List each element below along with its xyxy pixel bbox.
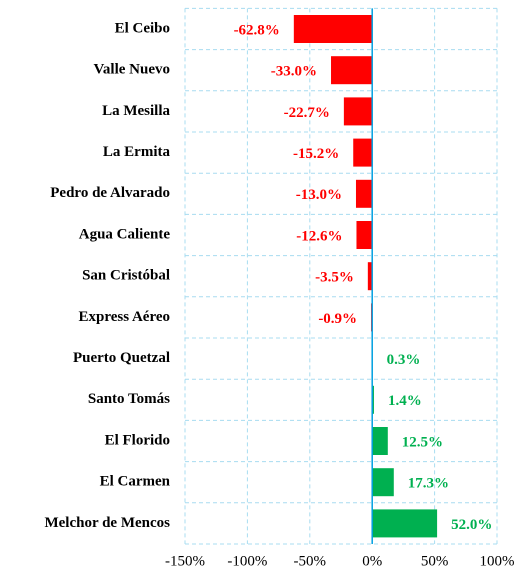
bar: [343, 97, 373, 126]
data-label: 1.4%: [388, 393, 422, 409]
y-tick-label: Express Aéreo: [78, 309, 170, 325]
y-tick-label: El Florido: [105, 432, 170, 448]
bar: [355, 179, 373, 208]
y-tick-label: San Cristóbal: [82, 268, 170, 284]
data-label: 17.3%: [408, 476, 449, 492]
bar: [367, 262, 373, 291]
data-label: -3.5%: [315, 270, 354, 286]
data-label: -33.0%: [271, 64, 317, 80]
y-tick-label: La Ermita: [103, 144, 171, 160]
data-label: -62.8%: [234, 22, 280, 38]
bar: [331, 56, 373, 85]
y-tick-label: El Carmen: [100, 474, 171, 490]
bar: [372, 385, 374, 414]
data-label: -12.6%: [296, 228, 342, 244]
bar: [372, 468, 394, 497]
x-tick-label: -100%: [227, 553, 267, 567]
bar: [293, 15, 373, 43]
data-label: 12.5%: [402, 434, 443, 450]
y-tick-label: El Ceibo: [115, 20, 170, 36]
y-tick-label: Agua Caliente: [79, 226, 171, 242]
y-tick-label: La Mesilla: [102, 103, 170, 119]
data-label: -0.9%: [318, 311, 357, 327]
y-tick-label: Santo Tomás: [88, 391, 170, 407]
y-tick-label: Pedro de Alvarado: [50, 185, 170, 201]
x-tick-label: -150%: [165, 553, 205, 567]
bar: [356, 221, 373, 249]
y-tick-label: Valle Nuevo: [93, 62, 170, 78]
x-tick-label: 100%: [480, 553, 515, 567]
y-tick-label: Melchor de Mencos: [44, 515, 170, 531]
x-tick-label: 0%: [362, 553, 382, 567]
bar: [372, 509, 438, 538]
x-tick-label: -50%: [294, 553, 327, 567]
bar: [372, 427, 388, 455]
x-tick-label: 50%: [421, 553, 449, 567]
data-label: -22.7%: [284, 105, 330, 121]
data-label: 0.3%: [387, 352, 421, 368]
data-label: -13.0%: [296, 187, 342, 203]
bar: [353, 138, 373, 167]
data-label: 52.0%: [451, 517, 492, 533]
y-tick-label: Puerto Quetzal: [73, 350, 170, 366]
data-label: -15.2%: [293, 146, 339, 162]
